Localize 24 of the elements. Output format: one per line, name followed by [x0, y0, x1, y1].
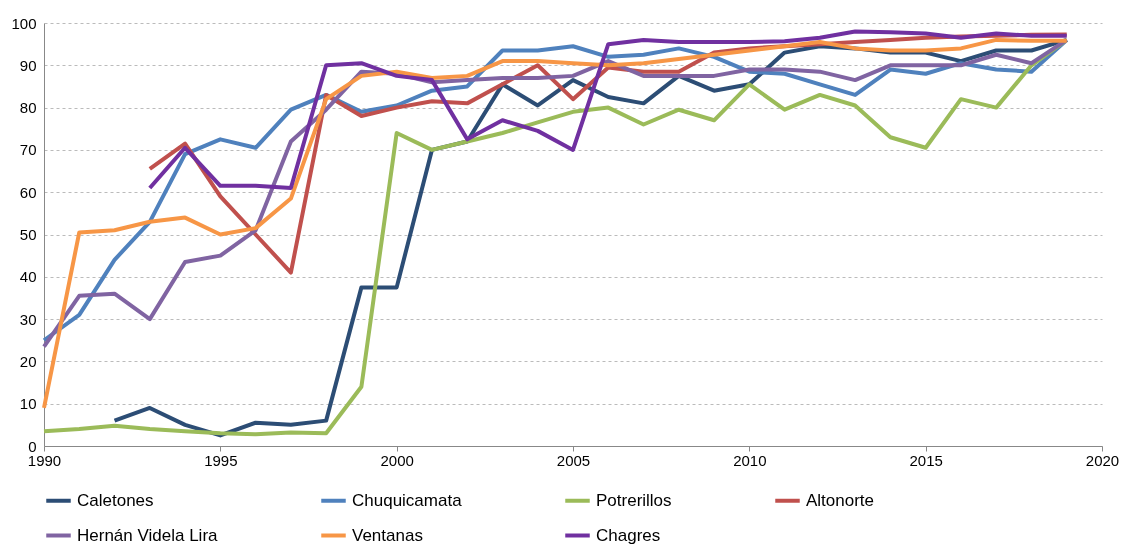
y-tick-label: 50: [19, 226, 37, 243]
line-series: [147, 29, 1069, 190]
y-tick-label: 90: [19, 56, 37, 74]
x-tick-label: 2005: [556, 451, 591, 469]
legend-label: Chuquicamata: [352, 490, 463, 510]
legend-label: Ventanas: [352, 525, 423, 545]
y-tick-label: 40: [19, 268, 37, 286]
legend-label: Caletones: [77, 490, 154, 510]
x-tick-label: 2000: [380, 451, 414, 469]
x-tick-label: 2020: [1085, 451, 1120, 469]
legend-label: Hernán Videla Lira: [77, 525, 219, 545]
legend-label: Altonorte: [806, 490, 875, 510]
y-tick-label: 30: [19, 310, 37, 328]
x-tick-label: 1995: [204, 451, 238, 469]
legend-label: Chagres: [596, 525, 661, 545]
y-tick-label: 10: [19, 395, 37, 413]
y-tick-label: 70: [19, 141, 37, 159]
y-tick-label: 80: [19, 99, 37, 117]
legend-label: Potrerillos: [596, 490, 672, 510]
y-tick-label: 20: [19, 352, 37, 370]
y-tick-label: 100: [11, 14, 37, 32]
x-tick-label: 2015: [909, 451, 943, 469]
y-tick-label: 60: [19, 183, 37, 201]
x-tick-label: 2010: [733, 451, 767, 469]
